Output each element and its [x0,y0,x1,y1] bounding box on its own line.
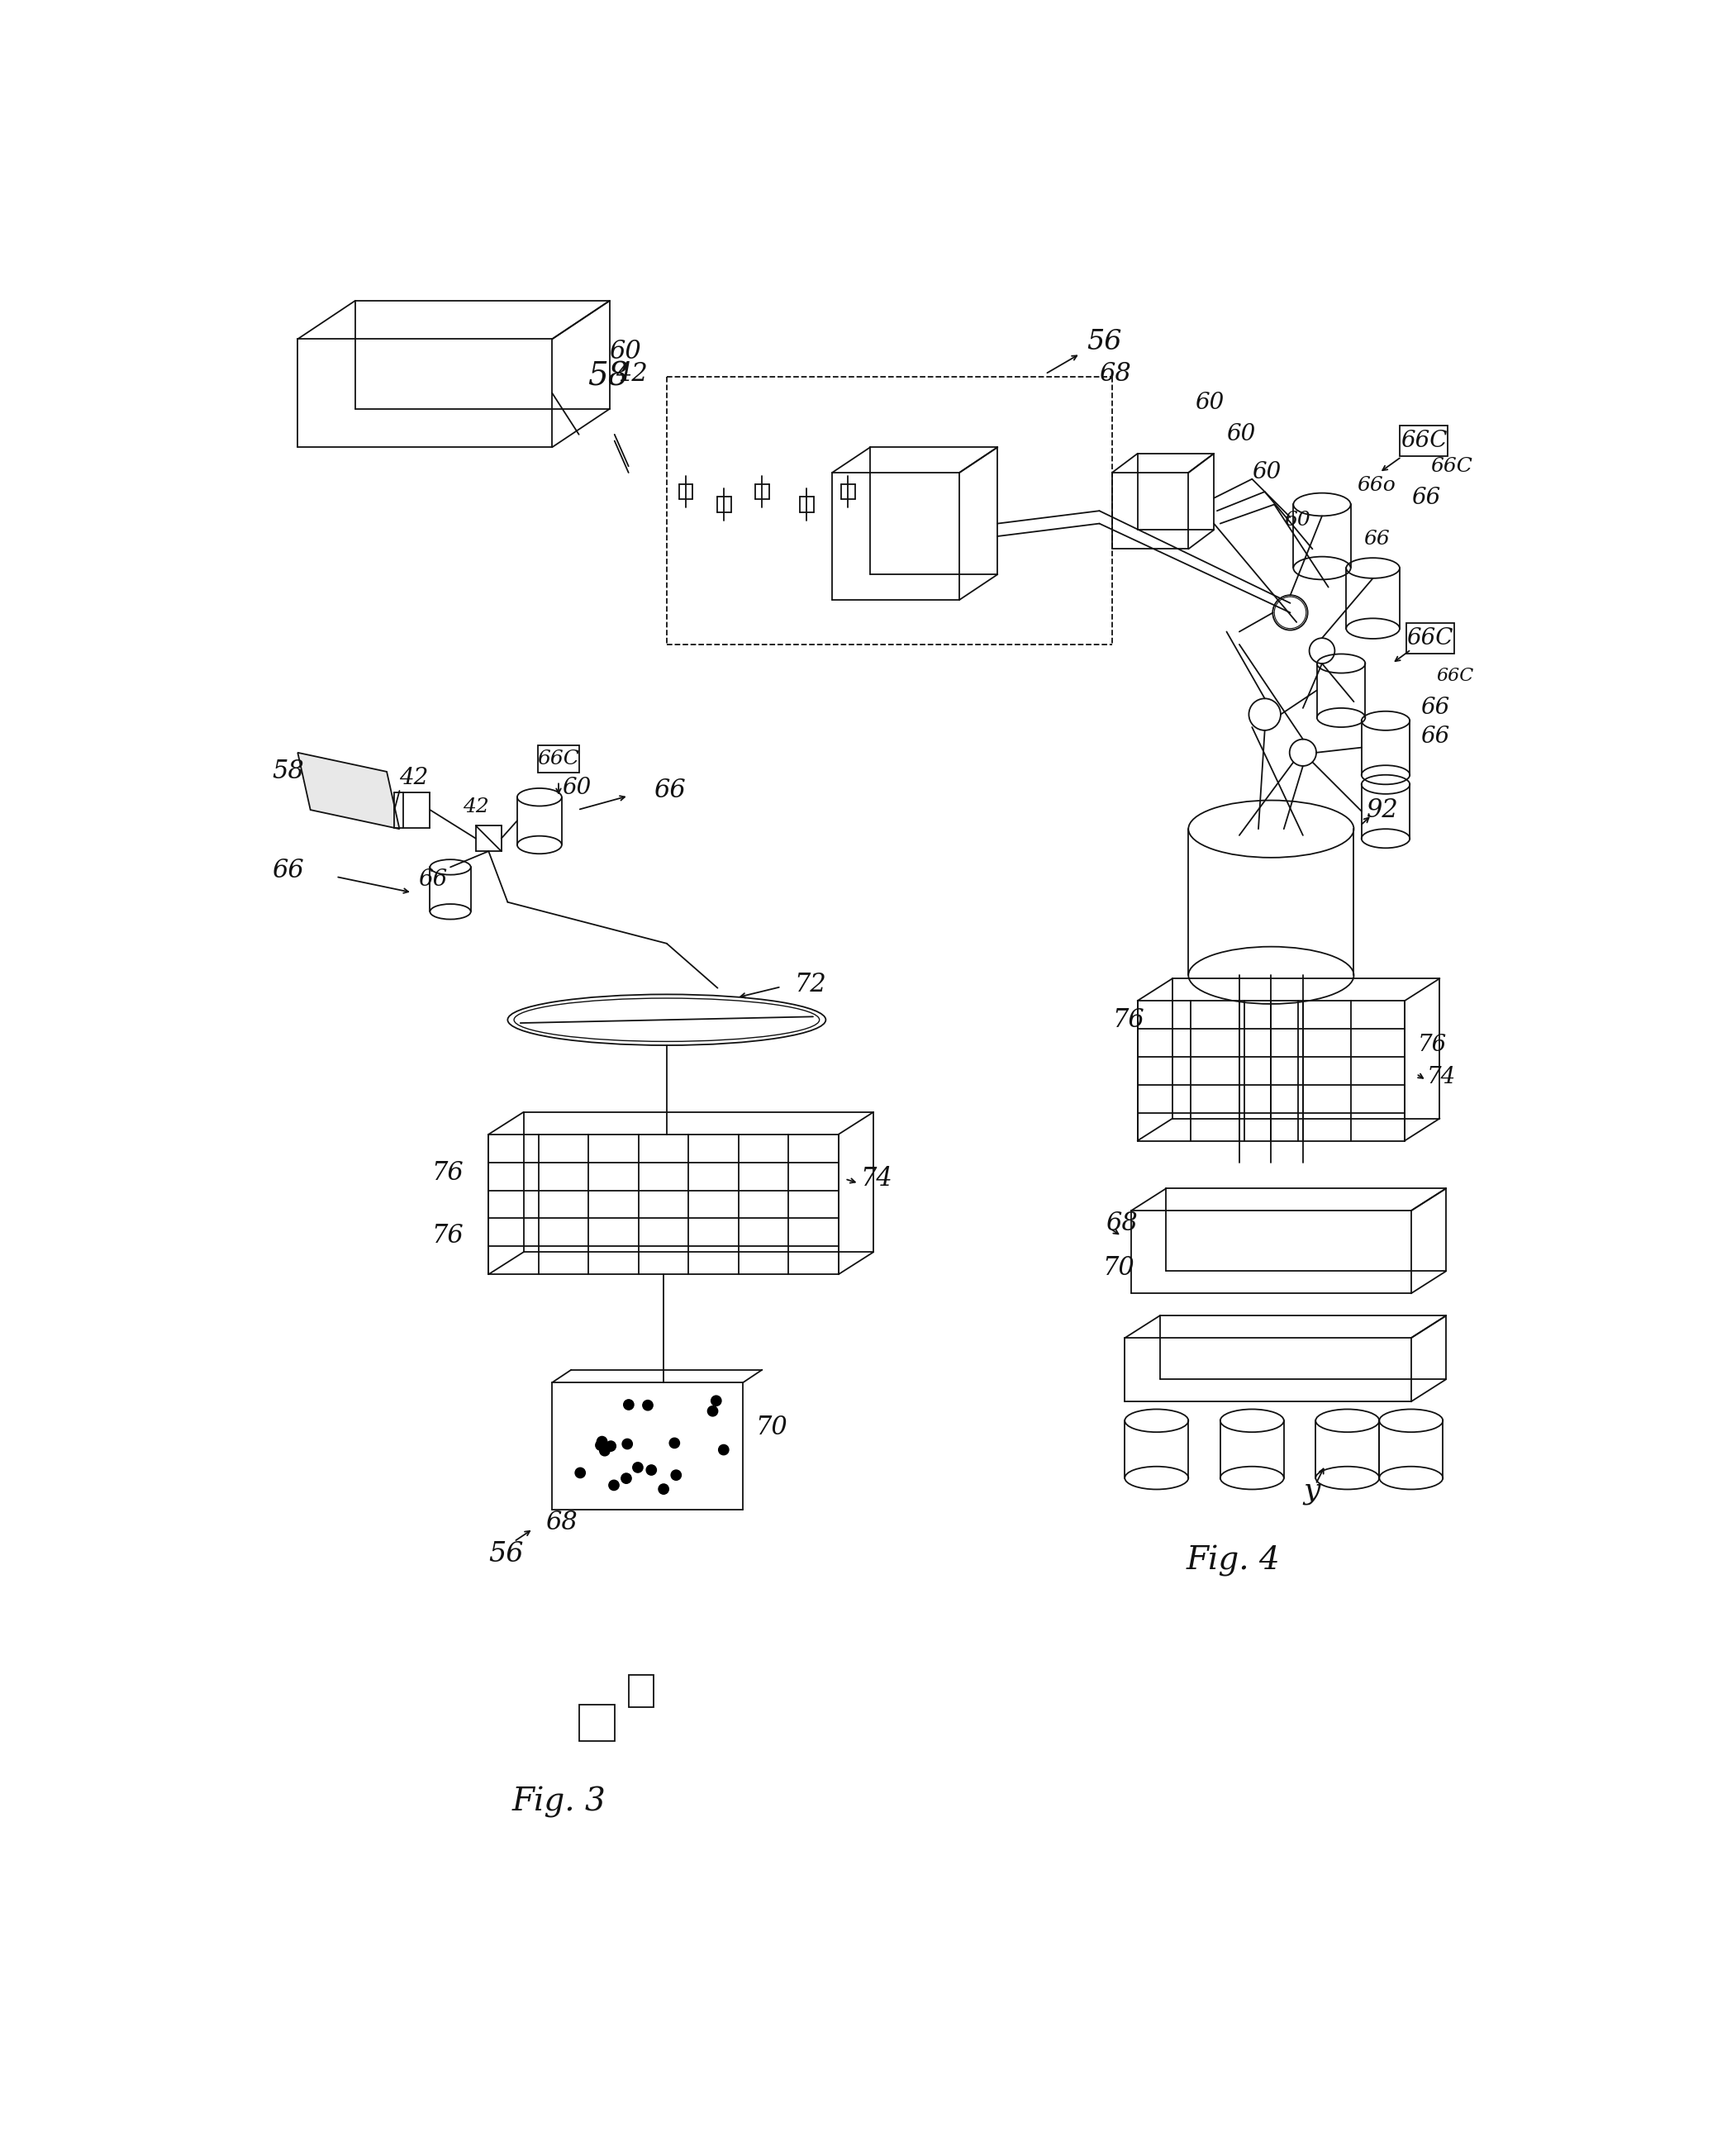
Text: 68: 68 [545,1510,578,1536]
Text: 60: 60 [1252,461,1281,483]
Ellipse shape [623,1399,634,1410]
Text: 76: 76 [431,1224,464,1250]
Text: 66o: 66o [1358,476,1396,496]
Ellipse shape [712,1395,720,1405]
Text: 42: 42 [399,767,429,788]
Ellipse shape [719,1444,729,1455]
Text: 66: 66 [654,778,686,803]
Ellipse shape [609,1480,620,1491]
Text: 60: 60 [1285,511,1311,530]
Ellipse shape [646,1465,656,1476]
Polygon shape [297,752,399,829]
Text: 60: 60 [609,340,642,365]
Text: 68: 68 [1099,361,1132,387]
Text: y: y [1304,1476,1319,1504]
Text: 60: 60 [562,778,590,799]
Ellipse shape [595,1440,606,1450]
Text: 66C: 66C [1430,457,1472,476]
Text: 66C: 66C [1437,666,1474,686]
Text: 58: 58 [273,758,304,784]
Text: 42: 42 [464,797,490,816]
Ellipse shape [621,1474,632,1485]
Text: 66C: 66C [1406,628,1453,649]
Ellipse shape [507,995,826,1045]
Text: 66: 66 [1411,487,1441,508]
Text: 66C: 66C [538,750,580,769]
Ellipse shape [575,1467,585,1478]
Ellipse shape [642,1401,653,1410]
Text: 66: 66 [1420,696,1450,720]
Ellipse shape [658,1485,668,1495]
Ellipse shape [632,1463,642,1472]
Text: 70: 70 [755,1414,788,1440]
Ellipse shape [621,1440,632,1448]
Text: 56: 56 [1087,329,1121,355]
Text: 72: 72 [793,972,826,998]
Text: 74: 74 [861,1166,892,1192]
Text: 60: 60 [1227,423,1255,446]
Ellipse shape [599,1446,609,1457]
Text: 76: 76 [1418,1034,1446,1057]
Text: 56: 56 [488,1540,524,1568]
Text: Fig. 3: Fig. 3 [512,1786,606,1818]
Text: 92: 92 [1366,797,1399,822]
Text: 66C: 66C [1401,429,1448,453]
Text: 58: 58 [587,361,628,393]
Text: 66: 66 [273,857,304,882]
Ellipse shape [606,1442,616,1450]
Text: 66: 66 [418,869,448,891]
Text: 68: 68 [1106,1211,1137,1237]
Text: 42: 42 [616,361,648,387]
Text: 76: 76 [1113,1006,1144,1032]
Text: 66: 66 [1420,726,1450,748]
Text: 66: 66 [1363,530,1389,549]
Ellipse shape [672,1470,681,1480]
Ellipse shape [670,1438,679,1448]
Text: Fig. 4: Fig. 4 [1186,1544,1279,1576]
Text: 74: 74 [1427,1066,1457,1087]
Text: 76: 76 [431,1160,464,1185]
Ellipse shape [708,1405,717,1416]
Ellipse shape [597,1435,608,1446]
Text: 60: 60 [1194,391,1224,414]
Text: 70: 70 [1102,1256,1135,1282]
